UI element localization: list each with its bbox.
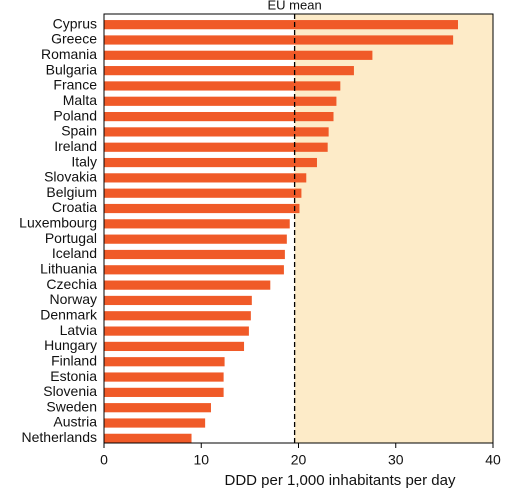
y-tick-label: Cyprus: [53, 15, 97, 31]
y-tick-label: Italy: [71, 153, 97, 169]
shaded-region: [294, 14, 493, 443]
y-tick-label: Lithuania: [40, 261, 97, 277]
bar: [104, 66, 354, 76]
y-tick-label: Hungary: [44, 337, 97, 353]
y-tick-label: Belgium: [46, 184, 97, 200]
bar: [104, 295, 252, 306]
bar: [104, 357, 225, 367]
bar: [104, 372, 224, 382]
reference-label: EU mean: [268, 0, 322, 12]
y-tick-label: Finland: [51, 352, 97, 368]
bar: [104, 341, 245, 352]
bar: [104, 387, 224, 397]
bar: [104, 265, 284, 275]
x-tick-label: 10: [193, 452, 209, 468]
y-tick-label: Romania: [41, 46, 97, 62]
y-tick-label: Bulgaria: [46, 61, 98, 77]
bar: [104, 280, 271, 290]
x-tick-label: 30: [388, 452, 404, 468]
x-tick-label: 20: [291, 452, 307, 468]
y-tick-label: Latvia: [60, 322, 98, 338]
y-tick-label: Luxembourg: [19, 215, 97, 231]
x-axis-label: DDD per 1,000 inhabitants per day: [225, 472, 456, 489]
bar: [104, 203, 300, 214]
bar: [104, 188, 302, 198]
y-tick-label: Czechia: [46, 276, 97, 292]
bar: [104, 35, 454, 45]
y-tick-label: Ireland: [54, 138, 97, 154]
y-tick-label: Greece: [51, 31, 97, 47]
bar: [104, 433, 192, 443]
y-tick-label: Estonia: [50, 368, 97, 384]
bar: [104, 96, 337, 106]
bar: [104, 249, 285, 260]
bar: [104, 50, 373, 60]
y-tick-label: Portugal: [45, 230, 97, 246]
y-tick-label: Norway: [50, 291, 97, 307]
y-tick-label: Denmark: [40, 306, 98, 322]
bar: [104, 127, 329, 137]
y-tick-label: Malta: [63, 92, 97, 108]
bar: [104, 403, 211, 413]
y-tick-label: Sweden: [46, 398, 97, 414]
bar: [104, 81, 341, 91]
bar: [104, 157, 317, 168]
y-tick-label: Slovenia: [43, 383, 97, 399]
bar: [104, 142, 328, 152]
bar: [104, 234, 287, 244]
y-tick-label: Iceland: [52, 245, 97, 261]
x-tick-label: 40: [485, 452, 501, 468]
bar: [104, 219, 290, 229]
y-tick-label: Croatia: [52, 199, 97, 215]
y-tick-label: Poland: [53, 107, 97, 123]
x-tick-label: 0: [100, 452, 108, 468]
bar: [104, 326, 249, 336]
bar: [104, 418, 206, 428]
y-tick-label: France: [53, 77, 97, 93]
y-tick-label: Netherlands: [22, 429, 98, 445]
y-tick-label: Austria: [53, 414, 97, 430]
bar: [104, 20, 458, 30]
y-tick-label: Spain: [61, 123, 97, 139]
bar: [104, 173, 307, 183]
bar: [104, 311, 251, 321]
y-tick-label: Slovakia: [44, 169, 97, 185]
bar: [104, 111, 334, 122]
